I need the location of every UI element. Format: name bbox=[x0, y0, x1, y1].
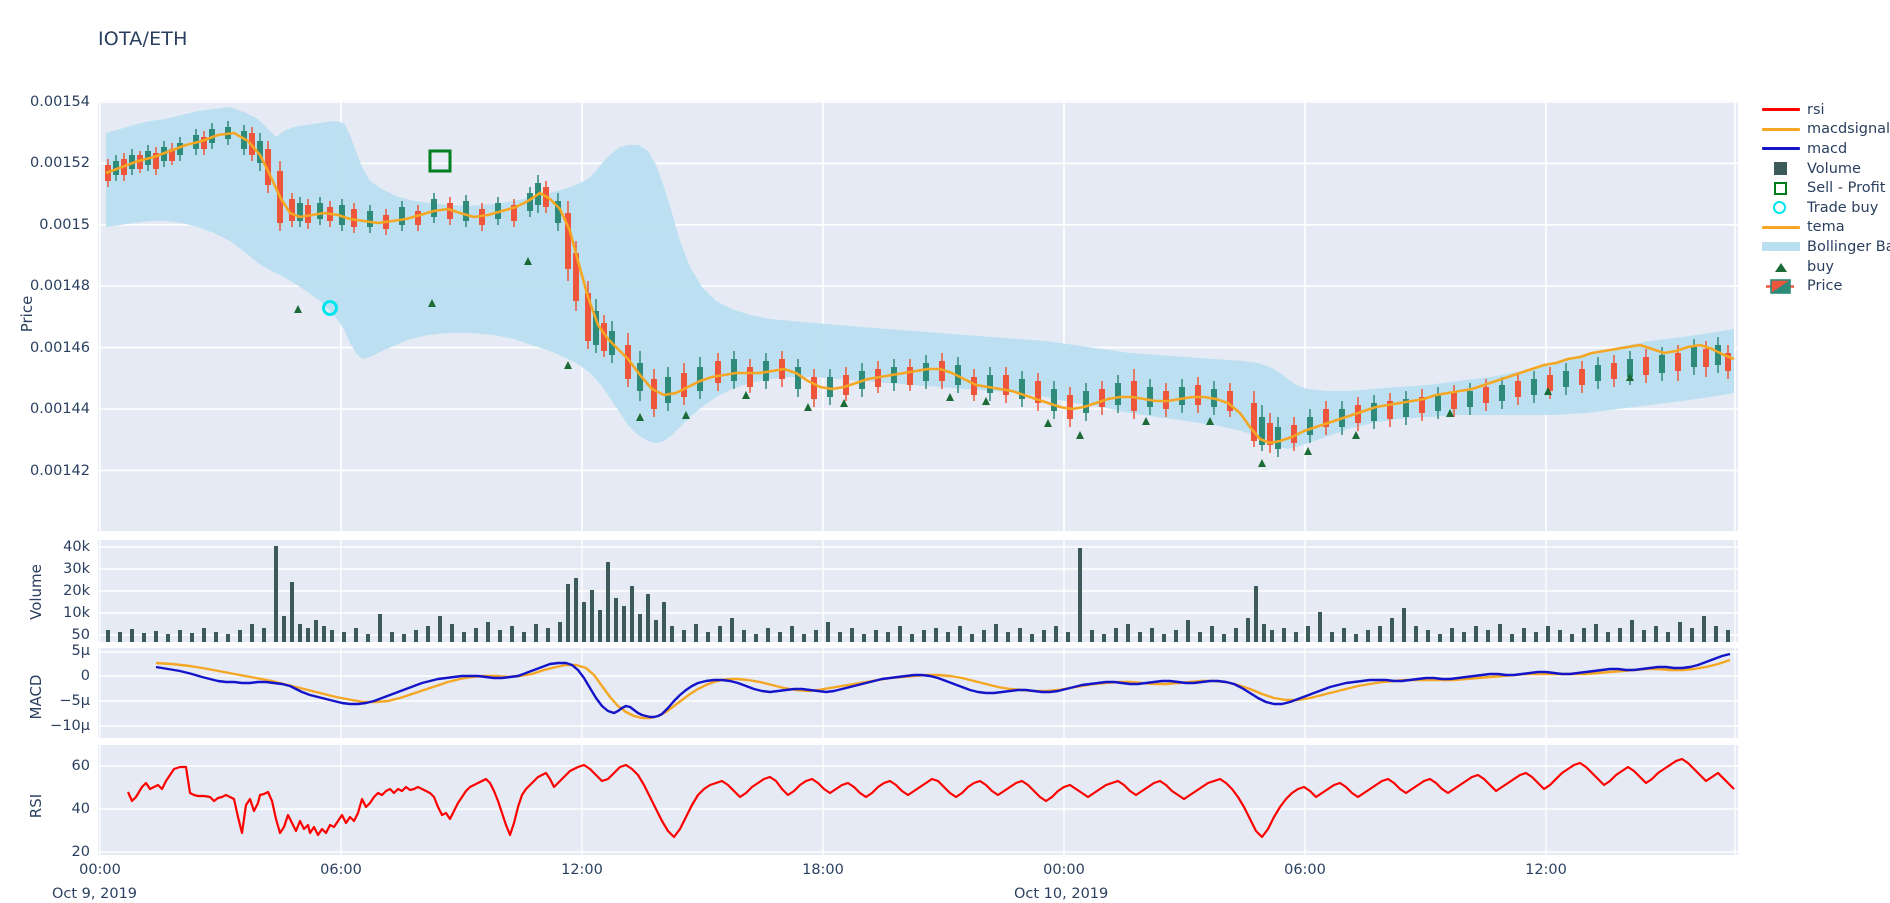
volume-ytick-2: 20k bbox=[63, 583, 90, 599]
xtick-0: 00:00 bbox=[79, 862, 121, 878]
tema-line bbox=[105, 131, 1735, 445]
volume-chart-panel[interactable] bbox=[98, 540, 1738, 642]
price-ytick-6: 0.00142 bbox=[30, 463, 90, 479]
legend-item-trade-buy[interactable]: Trade buy bbox=[1758, 198, 1890, 218]
macd-ytick-3: −10µ bbox=[50, 718, 90, 734]
rsi-chart-panel[interactable] bbox=[98, 745, 1738, 855]
candlestick-icon bbox=[1758, 277, 1802, 296]
xtick-5: 06:00 bbox=[1284, 862, 1326, 878]
line-icon bbox=[1758, 218, 1802, 237]
legend-label: macdsignal bbox=[1807, 121, 1890, 138]
legend-label: rsi bbox=[1807, 101, 1825, 118]
volume-ytick-0: 40k bbox=[63, 539, 90, 555]
price-ytick-4: 0.00146 bbox=[30, 340, 90, 356]
square-filled-icon bbox=[1758, 159, 1802, 178]
volume-bars bbox=[106, 546, 1730, 642]
legend-label: Sell - Profit bbox=[1807, 180, 1886, 197]
rsi-vgridlines bbox=[99, 745, 1736, 855]
price-ytick-2: 0.0015 bbox=[39, 217, 90, 233]
rsi-ytick-2: 20 bbox=[71, 844, 90, 860]
trade-buy-marker bbox=[322, 300, 338, 316]
price-chart-panel[interactable] bbox=[98, 101, 1738, 531]
square-open-icon bbox=[1758, 179, 1802, 198]
macd-ytick-1: 0 bbox=[80, 668, 90, 684]
legend-item-rsi[interactable]: rsi bbox=[1758, 100, 1890, 120]
volume-ytick-1: 30k bbox=[63, 561, 90, 577]
macd-ytick-0: 5µ bbox=[71, 643, 90, 659]
macdsignal-line bbox=[155, 658, 1731, 720]
macd-line bbox=[155, 652, 1731, 719]
macd-vgridlines bbox=[99, 648, 1736, 738]
legend-label: Price bbox=[1807, 278, 1843, 295]
page-title: IOTA/ETH bbox=[98, 28, 188, 50]
price-ytick-3: 0.00148 bbox=[30, 278, 90, 294]
legend-label: Bollinger Band bbox=[1807, 238, 1890, 255]
volume-chart-svg bbox=[98, 540, 1738, 642]
macd-chart-svg bbox=[98, 648, 1738, 738]
legend-label: Volume bbox=[1807, 160, 1861, 177]
circle-open-icon bbox=[1758, 198, 1802, 217]
line-icon bbox=[1758, 100, 1802, 119]
legend-item-price[interactable]: Price bbox=[1758, 276, 1890, 296]
line-icon bbox=[1758, 120, 1802, 139]
legend-label: Trade buy bbox=[1807, 199, 1879, 216]
macd-gridlines bbox=[98, 651, 1738, 727]
price-chart-svg bbox=[98, 101, 1738, 531]
xtick-3: 18:00 bbox=[802, 862, 844, 878]
chart-legend[interactable]: rsi macdsignal macd Volume Sell - Profit… bbox=[1758, 100, 1890, 296]
xtick-4: 00:00 bbox=[1043, 862, 1085, 878]
legend-label: macd bbox=[1807, 140, 1848, 157]
legend-item-volume[interactable]: Volume bbox=[1758, 159, 1890, 179]
buy-markers bbox=[294, 257, 1634, 467]
sell-profit-marker bbox=[428, 149, 452, 173]
legend-label: buy bbox=[1807, 258, 1834, 275]
band-icon bbox=[1758, 237, 1802, 256]
rsi-chart-svg bbox=[98, 745, 1738, 855]
price-ytick-0: 0.00154 bbox=[30, 94, 90, 110]
legend-label: tema bbox=[1807, 219, 1845, 236]
xtick-1: 06:00 bbox=[320, 862, 362, 878]
triangle-up-icon bbox=[1758, 257, 1802, 276]
legend-item-macd[interactable]: macd bbox=[1758, 139, 1890, 159]
price-ytick-5: 0.00144 bbox=[30, 401, 90, 417]
rsi-line bbox=[126, 757, 1735, 839]
volume-ytick-3: 10k bbox=[63, 605, 90, 621]
rsi-ytick-1: 40 bbox=[71, 801, 90, 817]
legend-item-tema[interactable]: tema bbox=[1758, 218, 1890, 238]
xdate-oct9: Oct 9, 2019 bbox=[52, 886, 138, 902]
xtick-2: 12:00 bbox=[561, 862, 603, 878]
volume-ytick-4: 50 bbox=[71, 627, 90, 643]
legend-item-sell-profit[interactable]: Sell - Profit bbox=[1758, 178, 1890, 198]
legend-item-bollinger-band[interactable]: Bollinger Band bbox=[1758, 237, 1890, 257]
xtick-6: 12:00 bbox=[1525, 862, 1567, 878]
volume-gridlines bbox=[98, 546, 1738, 636]
price-ytick-1: 0.00152 bbox=[30, 155, 90, 171]
rsi-gridlines bbox=[98, 765, 1738, 853]
bollinger-band bbox=[106, 107, 1734, 449]
line-icon bbox=[1758, 139, 1802, 158]
rsi-ytick-0: 60 bbox=[71, 758, 90, 774]
xdate-oct10: Oct 10, 2019 bbox=[1014, 886, 1109, 902]
volume-vgridlines bbox=[99, 540, 1736, 642]
legend-item-buy[interactable]: buy bbox=[1758, 257, 1890, 277]
legend-item-macdsignal[interactable]: macdsignal bbox=[1758, 120, 1890, 140]
macd-chart-panel[interactable] bbox=[98, 648, 1738, 738]
macd-ytick-2: −5µ bbox=[59, 693, 90, 709]
